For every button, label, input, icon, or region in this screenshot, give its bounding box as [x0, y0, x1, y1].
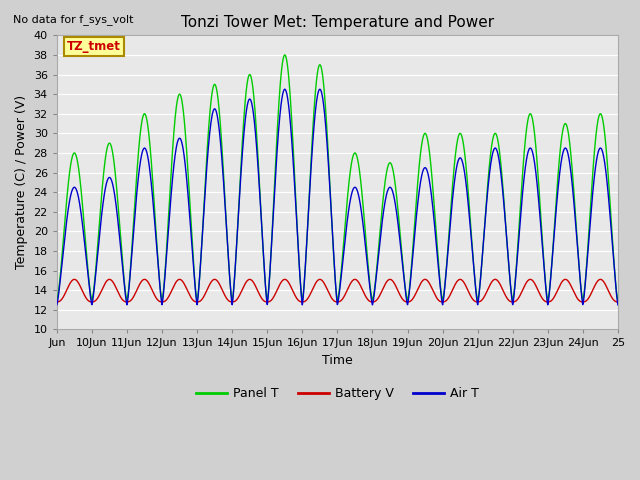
Text: TZ_tmet: TZ_tmet: [67, 40, 121, 53]
Legend: Panel T, Battery V, Air T: Panel T, Battery V, Air T: [191, 383, 484, 406]
Title: Tonzi Tower Met: Temperature and Power: Tonzi Tower Met: Temperature and Power: [181, 15, 494, 30]
X-axis label: Time: Time: [322, 354, 353, 367]
Text: No data for f_sys_volt: No data for f_sys_volt: [13, 14, 133, 25]
Y-axis label: Temperature (C) / Power (V): Temperature (C) / Power (V): [15, 96, 28, 269]
